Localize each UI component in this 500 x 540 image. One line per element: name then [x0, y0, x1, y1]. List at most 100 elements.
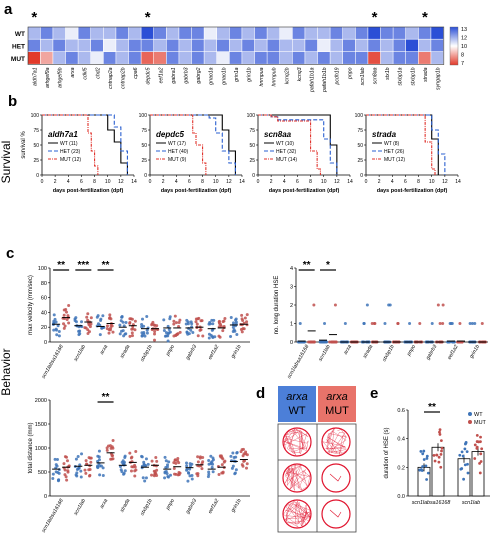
data-point-wt [207, 336, 211, 340]
heatmap-cell [65, 52, 78, 64]
heatmap-row-label: HET [12, 44, 25, 51]
survival-plot-aldh7a1: 0 25 50 75 100 0 2 4 6 8 10 12 14 days post-fertiliza… [21, 113, 137, 194]
data-point-wt [388, 303, 392, 307]
heatmap-gene-label: strada [423, 67, 429, 82]
y-tick-label: 50 [33, 143, 39, 149]
x-tick-label: 6 [188, 179, 191, 185]
legend-label: MUT (12) [60, 157, 81, 163]
heatmap-cell [431, 27, 444, 39]
heatmap-cell [418, 52, 431, 64]
significance-stars: *** [77, 260, 89, 271]
data-point-wt [188, 467, 192, 471]
data-point-mut [177, 324, 181, 328]
category-label: stxbp1b [139, 344, 153, 363]
data-point-mut [153, 332, 157, 336]
heatmap-cell [40, 52, 53, 64]
heatmap-gene-label: gnao1a [209, 67, 215, 84]
arena-track [321, 463, 351, 493]
data-point-wt [207, 470, 211, 474]
data-point-wt [207, 459, 211, 463]
heatmap-cell [418, 27, 431, 39]
data-point-mut [83, 468, 87, 472]
data-point-wt [163, 471, 167, 475]
heatmap-panel: WT HET MUT aldh7a1 * arhgef9a arhgef9b arxa cdkl… [11, 9, 467, 93]
data-point-mut [133, 319, 137, 323]
y-tick-label: 0.6 [397, 408, 405, 414]
y-tick-label: 0.4 [397, 437, 405, 443]
data-point-mut [439, 439, 443, 443]
arxa-wt-header-bg [278, 386, 316, 422]
arxa-mut-header-bg [318, 386, 356, 422]
legend-label: HET (40) [168, 149, 189, 155]
data-point-wt [234, 455, 238, 459]
data-point-wt [213, 335, 217, 339]
significance-stars: ** [102, 392, 110, 403]
legend-label: MUT (14) [276, 157, 297, 163]
category-label: scn1labsa16168 [41, 498, 65, 534]
heatmap-cell [406, 52, 418, 64]
data-point-mut [174, 321, 178, 325]
data-point-mut [245, 320, 249, 324]
x-tick-label: 8 [201, 179, 204, 185]
data-point-mut [475, 433, 479, 437]
data-point-mut [221, 320, 225, 324]
data-point-mut [478, 461, 481, 465]
category-label: gabrb3 [425, 344, 438, 361]
x-axis-label: days post-fertilization (dpf) [53, 188, 124, 194]
data-point-wt [162, 328, 166, 332]
heatmap-gene-label: scn1lab [360, 67, 366, 85]
data-point-mut [131, 327, 135, 331]
significance-stars: * [326, 260, 330, 271]
y-tick-label: 1 [290, 322, 293, 328]
legend-label: HET (23) [60, 149, 81, 155]
heatmap-gene-label: pnpo [347, 67, 353, 80]
y-tick-label: 25 [141, 158, 147, 164]
heatmap-gene-label: scn8aa [373, 67, 379, 84]
data-point-mut [153, 330, 157, 334]
heatmap-cell [368, 52, 381, 64]
survival-plot-scn8aa: 0 25 50 75 100 0 2 4 6 8 10 12 14 days post-fertiliza… [247, 113, 353, 194]
scatter-plot: 0 1 2 3 4 no. long duration HSE scn1labsa16168… [274, 260, 488, 380]
legend-label: WT (10) [276, 141, 294, 147]
data-point-mut [172, 322, 176, 326]
heatmap-cell [355, 52, 368, 64]
data-point-mut [134, 449, 138, 453]
heatmap-cell [78, 39, 91, 52]
data-point-mut [440, 446, 444, 450]
data-point-wt [460, 450, 464, 454]
survival-curve-wt [258, 114, 338, 175]
heatmap-frame [27, 26, 445, 65]
x-tick-label: 0 [365, 179, 368, 185]
heatmap-cell [380, 27, 393, 39]
data-point-wt [168, 473, 172, 477]
panel-label-d: d [256, 385, 265, 402]
data-point-wt [430, 322, 434, 325]
y-tick-label: 100 [31, 113, 40, 119]
data-point-wt [419, 449, 423, 453]
data-point-wt [207, 332, 211, 336]
data-point-wt [209, 454, 213, 458]
heatmap-cell [78, 52, 91, 64]
legend-label: HET (32) [276, 149, 297, 155]
x-tick-label: 2 [54, 179, 57, 185]
data-point-mut [441, 322, 445, 325]
data-point-wt [96, 466, 100, 470]
data-point-mut [196, 474, 200, 478]
data-point-wt [98, 333, 102, 337]
significance-asterisk: * [31, 9, 37, 26]
data-point-mut [150, 322, 154, 326]
x-tick-label: 4 [175, 179, 178, 185]
data-point-wt [163, 476, 167, 480]
heatmap-gene-label: cntnap2a [108, 67, 114, 88]
data-point-mut [219, 322, 223, 326]
data-point-wt [55, 333, 59, 337]
data-point-mut [440, 449, 443, 453]
data-point-mut [85, 315, 89, 319]
data-point-mut [176, 457, 180, 461]
y-tick-label: 2 [290, 303, 293, 309]
data-point-mut [64, 308, 68, 312]
heatmap-cell [204, 27, 217, 39]
data-point-wt [123, 469, 127, 473]
heatmap-gene-label: stxbp1b [410, 67, 416, 85]
